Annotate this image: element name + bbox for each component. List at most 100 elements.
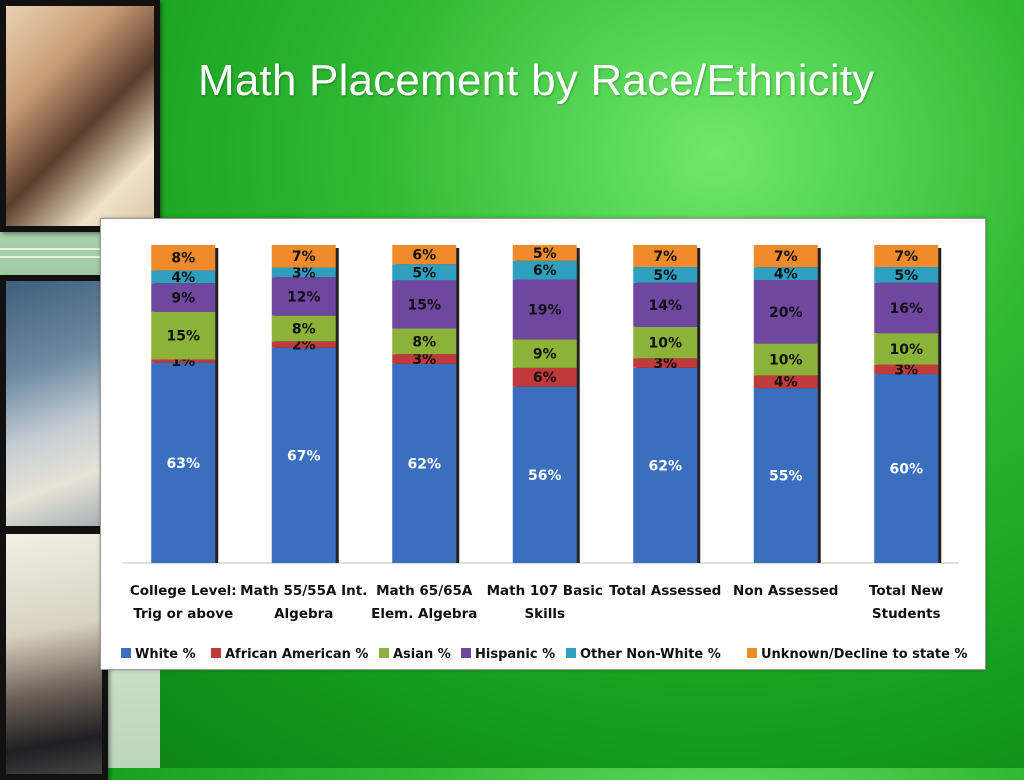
bar-segment <box>874 267 939 283</box>
data-label: 67% <box>287 448 321 464</box>
legend-label: Asian % <box>393 647 451 662</box>
bar-segment <box>512 339 577 368</box>
bar-segment <box>392 328 457 355</box>
bar-segment <box>271 267 336 278</box>
data-label: 10% <box>648 336 682 352</box>
legend-label: Hispanic % <box>475 647 555 662</box>
data-label: 15% <box>407 297 441 313</box>
bar-segment <box>512 245 577 261</box>
category-label: Total New <box>869 583 944 599</box>
category-label: Trig or above <box>133 606 233 622</box>
data-label: 8% <box>412 334 436 350</box>
data-label: 4% <box>774 375 798 391</box>
data-label: 3% <box>292 265 316 281</box>
data-label: 3% <box>894 362 918 378</box>
category-label: Math 65/65A <box>376 583 473 599</box>
data-label: 63% <box>166 456 200 472</box>
data-label: 7% <box>653 249 677 265</box>
data-label: 3% <box>412 352 436 368</box>
data-label: 5% <box>533 246 557 262</box>
bar-segment <box>753 375 818 389</box>
bar-segment <box>392 280 457 329</box>
data-label: 8% <box>292 322 316 338</box>
bar-segment <box>271 341 336 348</box>
data-label: 60% <box>889 462 923 478</box>
legend-swatch <box>461 648 471 658</box>
bar-segment <box>874 245 939 268</box>
bar-stack: 56%6%9%19%6%5% <box>512 245 580 563</box>
bar-segment <box>151 270 216 284</box>
bar-segment <box>633 367 698 563</box>
legend-label: White % <box>135 647 196 662</box>
bar-segment <box>633 326 698 359</box>
bar-segment <box>151 245 216 271</box>
data-label: 5% <box>894 268 918 284</box>
legend-swatch <box>566 648 576 658</box>
category-label: Algebra <box>274 606 333 622</box>
legend-swatch <box>121 648 131 658</box>
data-label: 62% <box>407 456 441 472</box>
bar-segment <box>271 277 336 316</box>
category-label: Math 107 Basic <box>487 583 603 599</box>
bar-stack: 60% 3% 10% 16% 5% 7% <box>874 245 942 563</box>
bar-segment <box>151 311 216 360</box>
bar-stack: 67% 2%8% 12% 3%7% <box>271 245 339 563</box>
slide-title: Math Placement by Race/Ethnicity <box>198 56 875 105</box>
legend-swatch <box>379 648 389 658</box>
bar-segment <box>633 358 698 368</box>
data-label: 19% <box>528 303 562 319</box>
bar-segment <box>512 386 577 563</box>
data-label: 2% <box>292 338 316 354</box>
bar-segment <box>753 343 818 376</box>
data-label: 3% <box>653 356 677 372</box>
legend-label: African American % <box>225 647 368 662</box>
bar-segment <box>874 364 939 375</box>
bar-segment <box>753 388 818 563</box>
data-label: 6% <box>533 263 557 279</box>
bar-segment <box>151 359 216 363</box>
data-label: 20% <box>769 305 803 321</box>
data-label: 9% <box>533 347 557 363</box>
bar-stack: 55% 4% 10% 20% 4% 7% <box>753 245 821 563</box>
teacher-classroom-photo <box>0 528 108 780</box>
data-label: 15% <box>166 329 200 345</box>
decorative-photo-strip <box>0 0 160 780</box>
bar-segment <box>874 374 939 563</box>
students-reading-photo <box>0 0 160 232</box>
legend-swatch <box>211 648 221 658</box>
bar-segment <box>753 279 818 344</box>
bar-stack: 62% 3% 8% 15% 5%6% <box>392 245 460 563</box>
legend-swatch <box>747 648 757 658</box>
legend-label: Other Non-White % <box>580 647 721 662</box>
bar-stack: 63%1%15%9%4%8% <box>151 245 219 563</box>
data-label: 8% <box>171 251 195 267</box>
data-label: 6% <box>412 248 436 264</box>
bar-segment <box>271 245 336 268</box>
bar-segment <box>151 283 216 312</box>
bar-segment <box>633 267 698 283</box>
bar-segment <box>392 354 457 364</box>
category-label: Students <box>872 606 941 622</box>
data-label: 14% <box>648 298 682 314</box>
bar-segment <box>753 245 818 268</box>
bar-segment <box>512 279 577 340</box>
data-label: 6% <box>533 370 557 386</box>
data-label: 7% <box>774 249 798 265</box>
category-label: Skills <box>524 606 565 622</box>
decorative-line <box>0 256 160 258</box>
category-label: Elem. Algebra <box>371 606 477 622</box>
bar-segment <box>392 264 457 281</box>
data-label: 4% <box>171 270 195 286</box>
bar-stack: 62% 3% 10% 14% 5% 7% <box>633 245 701 563</box>
bar-segment <box>512 367 577 387</box>
data-label: 5% <box>653 268 677 284</box>
bar-segment <box>633 282 698 327</box>
category-label: College Level: <box>130 583 237 599</box>
data-label: 10% <box>769 352 803 368</box>
data-label: 12% <box>287 289 321 305</box>
data-label: 55% <box>769 469 803 485</box>
bar-segment <box>753 267 818 280</box>
data-label: 7% <box>894 249 918 265</box>
bar-segment <box>392 245 457 265</box>
data-label: 4% <box>774 267 798 283</box>
